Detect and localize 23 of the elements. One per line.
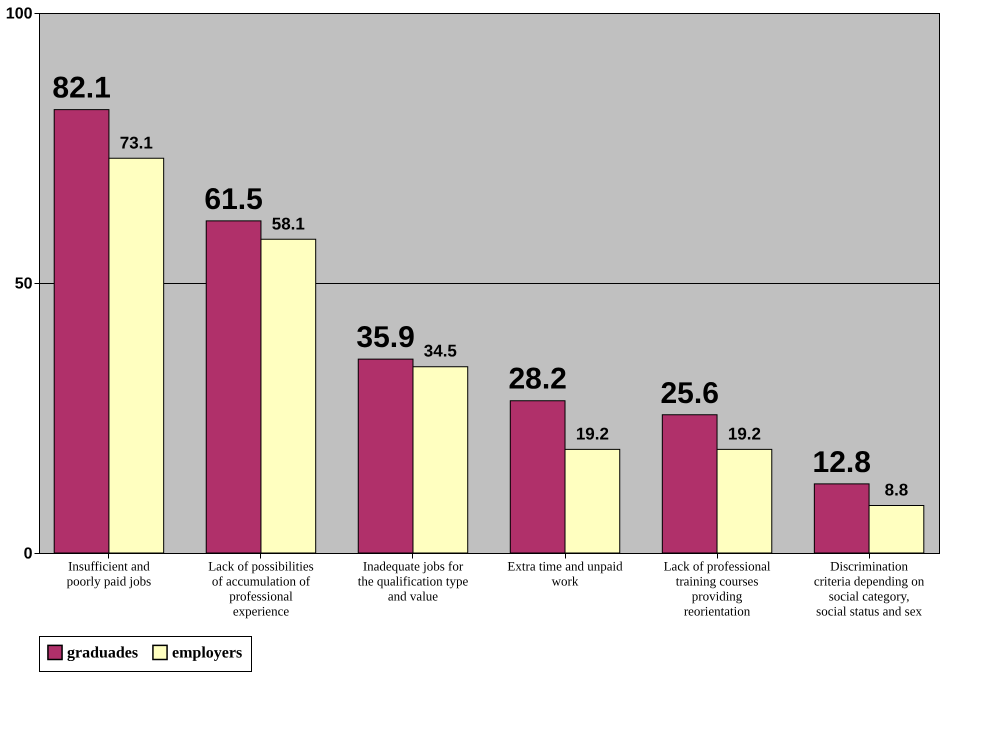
x-tick-label: Lack of possibilities of accumulation of professional experience [208,558,314,618]
data-label: 73.1 [120,133,153,152]
y-tick-label: 0 [24,546,33,562]
data-label: 82.1 [52,72,111,105]
data-label: 34.5 [424,342,457,361]
data-label: 61.5 [204,182,263,216]
x-tick-label: Inadequate jobs for the qualification type and value [358,558,468,604]
x-tick-label: Lack of professional training courses providing reorientation [664,558,771,618]
x-tick-label: Insufficient and poorly paid jobs [66,558,152,588]
data-label: 25.6 [660,376,719,410]
data-label: 19.2 [576,424,609,444]
data-label: 12.8 [812,446,871,479]
data-label: 19.2 [728,424,761,444]
y-tick-label: 100 [6,6,33,22]
y-tick-label: 50 [14,276,33,292]
x-tick-label: Extra time and unpaid work [507,558,624,588]
data-label: 28.2 [508,362,567,396]
data-label: 8.8 [884,480,908,500]
legend-label: employers [172,644,242,662]
data-label: 35.9 [356,321,415,354]
legend-label: graduades [67,644,138,662]
x-tick-label: Discrimination criteria depending on social category, social status and sex [814,558,925,618]
data-label: 58.1 [272,214,305,234]
